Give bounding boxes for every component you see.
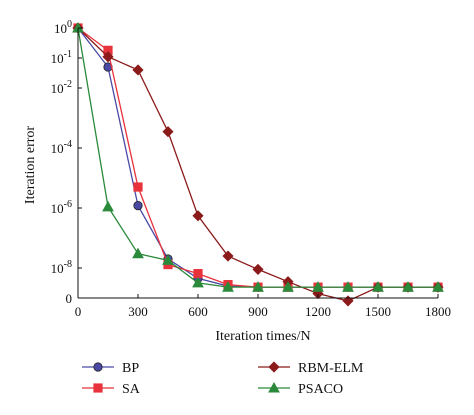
x-tick-label: 1500 (365, 304, 391, 319)
data-point-rbm-elm (252, 263, 264, 275)
y-axis-title: Iteration error (23, 126, 38, 204)
plot-area (72, 21, 444, 307)
series-line-rbm-elm (77, 27, 438, 302)
legend-item-bp: BP (82, 361, 139, 376)
data-point-rbm-elm (192, 210, 204, 222)
legend-marker-sa (93, 383, 103, 393)
series-bp (73, 23, 443, 292)
data-point-rbm-elm (342, 295, 354, 307)
y-tick-base: 10 (51, 81, 64, 96)
data-point-psaco (162, 254, 174, 265)
y-tick-exponent: -2 (64, 79, 72, 90)
axes (77, 28, 438, 299)
legend-item-sa: SA (82, 382, 141, 397)
y-tick-label: 10-8 (51, 259, 72, 276)
legend-marker-rbm-elm (268, 361, 280, 373)
legend-item-psaco: PSACO (258, 381, 343, 397)
data-point-rbm-elm (222, 250, 234, 262)
data-point-psaco (372, 281, 384, 292)
x-tick-label: 1800 (425, 304, 451, 319)
x-tick-label: 1200 (305, 304, 331, 319)
y-tick-label: 10-2 (51, 79, 72, 96)
y-tick-base: 10 (51, 261, 64, 276)
legend-label-sa: SA (122, 382, 141, 397)
data-point-psaco (432, 281, 444, 292)
data-point-psaco (342, 281, 354, 292)
y-tick-exponent: -1 (64, 49, 72, 60)
x-tick-label: 300 (128, 304, 148, 319)
legend-label-rbm-elm: RBM-ELM (298, 361, 364, 376)
series-psaco (72, 21, 444, 292)
legend-item-rbm-elm: RBM-ELM (258, 361, 364, 376)
y-tick-label: 100 (54, 19, 72, 36)
data-point-psaco (402, 281, 414, 292)
legend-label-bp: BP (122, 361, 139, 376)
series-sa (73, 23, 443, 292)
x-tick-label: 0 (75, 304, 82, 319)
x-axis-title: Iteration times/N (215, 329, 310, 344)
y-tick-exponent: -6 (64, 199, 72, 210)
data-point-rbm-elm (102, 51, 114, 63)
data-point-bp (133, 201, 143, 211)
data-point-rbm-elm (132, 64, 144, 76)
y-tick-base: 10 (51, 141, 64, 156)
y-tick-base: 10 (51, 201, 64, 216)
legend-marker-psaco (268, 381, 280, 393)
y-tick-label: 10-1 (51, 49, 72, 66)
data-point-sa (193, 269, 203, 279)
y-tick-exponent: 0 (67, 19, 72, 30)
data-point-psaco (282, 281, 294, 292)
data-point-sa (133, 182, 143, 192)
y-tick-label: 10-4 (51, 139, 72, 156)
legend: BP SA RBM-ELM PSACO (82, 361, 364, 397)
y-tick-exponent: -8 (64, 259, 72, 270)
x-tick-label: 900 (248, 304, 268, 319)
data-point-psaco (192, 276, 204, 288)
data-point-psaco (252, 281, 264, 292)
y-tick-label: 0 (66, 291, 73, 306)
data-point-psaco (102, 200, 114, 212)
data-point-rbm-elm (162, 126, 174, 138)
y-tick-base: 10 (54, 21, 67, 36)
legend-marker-bp (93, 362, 103, 372)
data-point-psaco (312, 281, 324, 292)
legend-label-psaco: PSACO (298, 382, 343, 397)
y-tick-base: 10 (51, 51, 64, 66)
x-tick-label: 600 (188, 304, 208, 319)
x-ticks: 0 300 600 900 1200 1500 1800 (75, 294, 451, 319)
y-tick-exponent: -4 (64, 139, 72, 150)
y-tick-label: 10-6 (51, 199, 72, 216)
data-point-psaco (222, 281, 234, 292)
data-point-psaco (132, 247, 144, 259)
